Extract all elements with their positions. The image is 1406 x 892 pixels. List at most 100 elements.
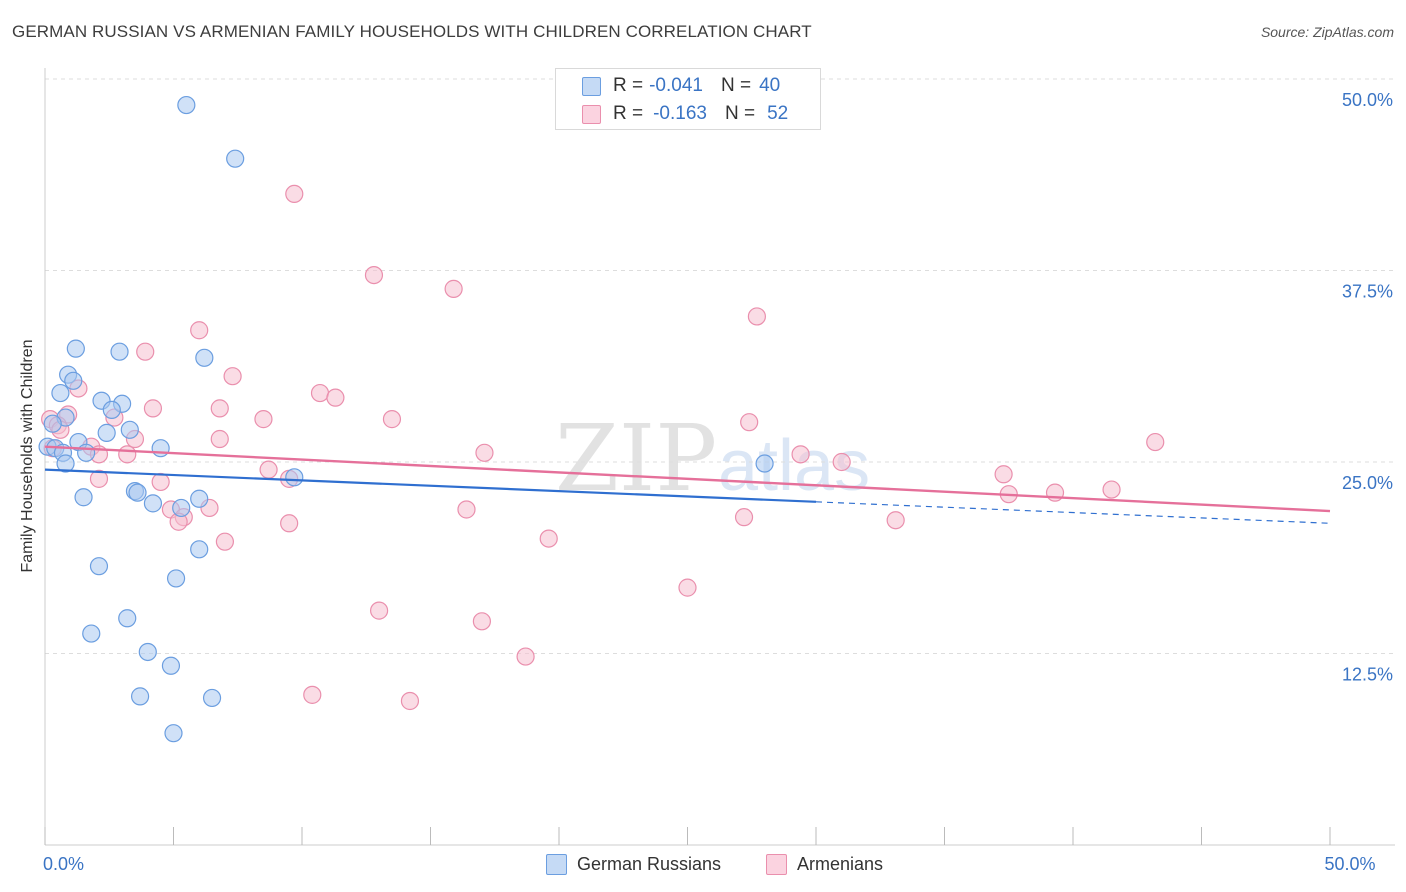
german-trend-extension [815,501,1331,524]
armenian-trend-line [44,445,1331,513]
armenian-point [143,399,163,418]
german-point [177,95,196,115]
german-point [43,414,62,433]
armenian-point [740,413,759,432]
german-point [138,642,157,662]
armenian-r-value: -0.163 [653,103,707,124]
x-tick-label: 0.0% [43,854,84,874]
y-tick-label: 12.5% [1342,665,1393,685]
armenian-r-label: R = [613,103,644,124]
german-point [190,540,209,559]
german-point [172,498,191,518]
armenian-point [364,265,384,285]
armenian-point [89,469,109,488]
armenian-point [254,410,273,429]
y-tick-label: 25.0% [1342,473,1393,493]
german-point [82,624,101,643]
armenian-swatch-icon [582,104,601,124]
armenian-point [151,472,170,492]
german-point [74,488,93,507]
german-point [118,609,137,628]
stats-legend: R = -0.041 N = 40 R = -0.163 N = 52 [555,68,821,130]
armenian-point [444,279,463,298]
legend-row-armenian: R = -0.163 N = 52 [582,101,788,127]
armenian-point [136,342,155,361]
armenian-point [400,691,420,711]
german-point [190,489,209,508]
german-point [51,383,70,403]
y-axis-label: Family Households with Children [19,339,36,573]
german-point [166,569,186,588]
y-tick-label: 37.5% [1342,282,1393,302]
armenian-legend-swatch-icon [766,853,787,875]
german-point [161,656,181,675]
german-point [102,400,121,420]
german-point [77,443,96,462]
armenian-point [310,383,330,403]
x-tick-label: 50.0% [1324,854,1375,874]
armenian-point [190,321,209,340]
armenian-point [886,511,905,530]
chart-title: GERMAN RUSSIAN VS ARMENIAN FAMILY HOUSEH… [12,22,812,41]
armenian-point [326,388,345,407]
armenian-point [118,445,137,464]
armenian-n-label: N = [724,103,756,124]
german-point [143,494,163,513]
armenian-point [516,647,535,666]
armenian-point [1102,480,1121,499]
bottom-legend-armenian-label: Armenians [797,853,884,874]
armenian-point [539,529,558,548]
armenian-point [457,500,476,519]
german-n-value: 40 [759,75,781,96]
german-point [195,348,214,367]
armenian-point [280,514,299,533]
german-point [755,454,774,473]
armenian-point [223,367,242,386]
armenian-point [210,429,229,449]
armenian-point [259,460,278,479]
armenian-point [734,508,754,527]
armenian-point [678,578,697,597]
armenian-point [370,601,389,620]
source-label: Source: ZipAtlas.com [1260,24,1394,40]
armenian-point [475,443,494,462]
german-point [64,371,83,390]
armenian-point [215,532,234,551]
bottom-legend-german: German Russians [546,851,721,877]
german-point [130,687,150,706]
german-point [89,557,109,576]
german-point [164,724,183,743]
armenian-point [210,399,229,418]
german-n-label: N = [720,75,752,96]
legend-row-german: R = -0.041 N = 40 [582,73,780,99]
german-point [128,483,147,502]
armenian-n-value: 52 [767,103,789,124]
german-point [66,339,85,358]
german-point [285,468,304,487]
german-point [202,688,222,708]
armenian-point [303,685,322,704]
bottom-legend-german-label: German Russians [577,853,722,874]
german-point [97,423,116,442]
y-tick-label: 50.0% [1342,90,1393,110]
bottom-legend-armenian: Armenians [766,851,883,877]
german-r-label: R = [613,75,644,96]
german-legend-swatch-icon [546,853,567,875]
armenian-point [747,307,766,326]
armenian-point [285,184,304,203]
german-point [110,342,129,361]
armenian-point [994,465,1013,484]
german-point [226,149,245,168]
german-trend-line [44,468,817,503]
german-point [151,439,170,458]
armenian-point [382,410,402,429]
armenian-point [791,445,810,464]
armenian-point [1146,432,1165,452]
german-point [120,420,139,439]
german-r-value: -0.041 [649,75,703,96]
armenian-point [472,612,491,631]
german-point [56,454,75,473]
armenian-point [832,452,851,472]
german-swatch-icon [582,76,601,96]
